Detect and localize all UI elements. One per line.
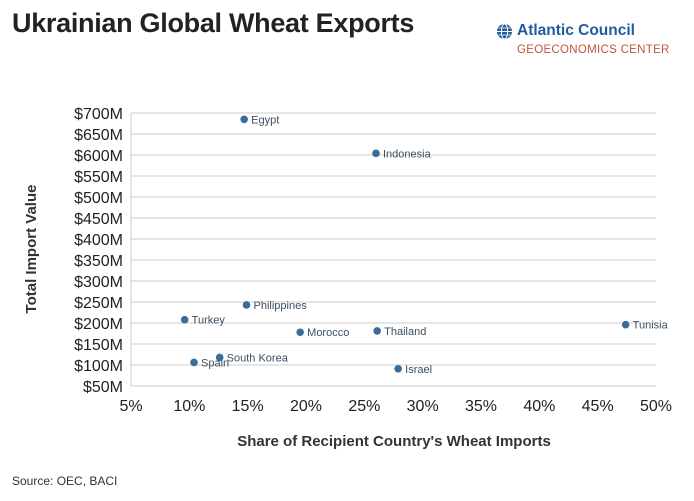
data-point[interactable] bbox=[373, 327, 381, 335]
y-tick-label: $250M bbox=[74, 295, 123, 312]
data-point-label: Indonesia bbox=[383, 148, 432, 160]
x-tick-label: 20% bbox=[290, 398, 322, 415]
logo-subtitle: GEOECONOMICS CENTER bbox=[517, 44, 670, 56]
data-point[interactable] bbox=[215, 353, 224, 362]
data-point[interactable] bbox=[190, 358, 198, 367]
y-tick-label: $650M bbox=[74, 127, 123, 144]
data-point[interactable] bbox=[180, 315, 189, 324]
y-axis-title: Total Import Value bbox=[23, 185, 40, 314]
data-point[interactable] bbox=[394, 364, 402, 373]
x-tick-label: 40% bbox=[523, 398, 555, 415]
x-axis-title: Share of Recipient Country's Wheat Impor… bbox=[237, 433, 551, 450]
x-tick-label: 5% bbox=[119, 398, 142, 415]
data-point-label: Israel bbox=[405, 364, 432, 376]
x-tick-label: 45% bbox=[582, 398, 614, 415]
globe-icon bbox=[497, 23, 512, 39]
data-points: Egypt Indonesia Philippines Turkey Morocco Th… bbox=[180, 114, 669, 376]
y-tick-label: $200M bbox=[74, 316, 123, 333]
data-point-label: Philippines bbox=[254, 300, 308, 312]
data-point[interactable] bbox=[372, 149, 380, 158]
data-point[interactable] bbox=[296, 328, 304, 337]
y-tick-label: $600M bbox=[74, 148, 123, 165]
y-tick-label: $550M bbox=[74, 169, 123, 186]
x-axis-ticks: 5% 10% 15% 20% 25% 30% 35% 40% 45% 50% bbox=[119, 398, 672, 415]
x-tick-label: 10% bbox=[173, 398, 205, 415]
x-tick-label: 15% bbox=[232, 398, 264, 415]
y-tick-label: $400M bbox=[74, 232, 123, 249]
data-point-label: Thailand bbox=[384, 326, 426, 338]
y-tick-label: $450M bbox=[74, 211, 123, 228]
source-note: Source: OEC, BACI bbox=[12, 474, 118, 488]
data-point[interactable] bbox=[242, 301, 251, 309]
y-tick-label: $150M bbox=[74, 337, 123, 354]
data-point-label: Morocco bbox=[307, 327, 349, 339]
x-tick-label: 35% bbox=[465, 398, 497, 415]
x-tick-label: 25% bbox=[348, 398, 380, 415]
atlantic-council-logo[interactable]: Atlantic Council GEOECONOMICS CENTER bbox=[496, 22, 688, 66]
y-tick-label: $50M bbox=[83, 379, 123, 396]
y-tick-label: $700M bbox=[74, 106, 123, 123]
chart-title: Ukrainian Global Wheat Exports bbox=[12, 8, 415, 38]
data-point[interactable] bbox=[240, 115, 248, 124]
data-point-label: South Korea bbox=[227, 352, 289, 364]
gridlines bbox=[130, 112, 656, 387]
logo-name: Atlantic Council bbox=[517, 22, 635, 39]
data-point-label: Spain bbox=[201, 357, 229, 369]
data-point[interactable] bbox=[621, 320, 630, 329]
y-tick-label: $350M bbox=[74, 253, 123, 270]
y-tick-label: $500M bbox=[74, 190, 123, 207]
x-tick-label: 30% bbox=[407, 398, 439, 415]
data-point-label: Turkey bbox=[192, 315, 226, 327]
x-tick-label: 50% bbox=[640, 398, 672, 415]
y-axis-ticks: $50M $100M $150M $200M $250M $300M $350M $400M $… bbox=[74, 106, 123, 396]
data-point-label: Egypt bbox=[251, 114, 279, 126]
y-tick-label: $100M bbox=[74, 358, 123, 375]
y-tick-label: $300M bbox=[74, 274, 123, 291]
data-point-label: Tunisia bbox=[633, 320, 669, 332]
